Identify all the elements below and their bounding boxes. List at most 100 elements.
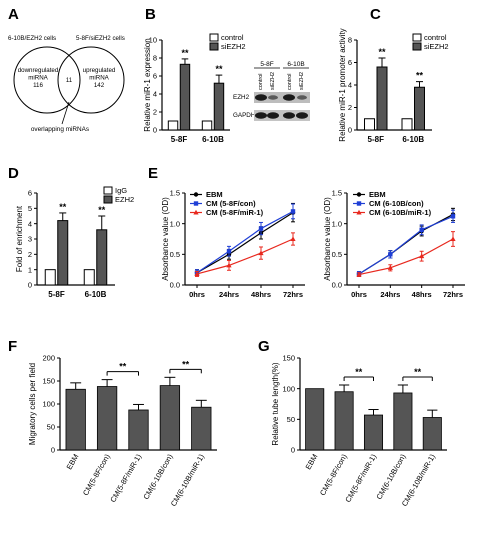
wb-band [283, 112, 295, 119]
marker [356, 271, 362, 277]
panel-letter-a: A [8, 6, 19, 23]
legend-label: CM (6-10B/con) [369, 199, 424, 208]
venn-overlap-count: 11 [66, 78, 73, 84]
y-axis-label: Fold of enrichment [15, 205, 24, 272]
y-axis-label: Relative miR-1 promoter activity [338, 28, 347, 141]
x-tick-label: CM(6-10B/con) [374, 452, 407, 501]
wb-band [255, 94, 267, 101]
bar [179, 63, 191, 131]
x-tick-label: 6-10B [402, 135, 424, 144]
marker [194, 271, 200, 276]
legend-label: IgG [115, 186, 127, 195]
series-line [196, 238, 294, 275]
bar [83, 269, 95, 286]
marker [193, 209, 199, 215]
y-tick-label: 0.0 [170, 281, 180, 290]
bar [334, 391, 354, 451]
venn-overlap-pointer [61, 101, 70, 125]
y-tick-label: 4 [28, 219, 32, 228]
y-tick-label: 50 [47, 423, 55, 432]
y-axis-label: Absorbance value (OD) [161, 197, 170, 281]
y-tick-label: 0.5 [170, 250, 180, 259]
wb-lane-2: siEZH2 [270, 72, 276, 90]
significance-label: ** [182, 359, 190, 369]
y-tick-label: 0 [153, 126, 157, 135]
marker [356, 201, 362, 206]
bar [363, 414, 384, 451]
x-tick-label: 5-8F [171, 135, 188, 144]
bar [364, 118, 375, 131]
wb-cell-line-2: 6-10B [287, 61, 304, 68]
venn-inner-line: downregulated [18, 67, 59, 74]
marker [419, 253, 425, 259]
x-tick-label: 72hrs [443, 290, 463, 299]
legend-label: CM (5-8F/miR-1) [206, 208, 264, 217]
wb-band [268, 95, 278, 100]
panel-letter-g: G [258, 338, 270, 355]
significance-label: ** [215, 64, 223, 74]
y-axis-label: Absorbance value (OD) [323, 197, 332, 281]
venn-inner-line: 116 [33, 82, 43, 89]
bar [96, 386, 118, 451]
venn-left-circle [13, 46, 81, 114]
x-tick-label: CM(5-8F/miR-1) [343, 452, 378, 504]
venn-diagram: 6-10B/EZH2 cells 5-8F/siEZH2 cells downr… [8, 35, 125, 133]
legend-label: control [424, 33, 447, 42]
y-tick-label: 4 [153, 90, 157, 99]
legend-label: siEZH2 [424, 42, 449, 51]
marker [258, 226, 264, 231]
wb-band [283, 94, 295, 101]
bar [65, 388, 86, 451]
wb-lane-4: siEZH2 [299, 72, 305, 90]
y-tick-label: 0 [291, 446, 295, 455]
marker [419, 227, 424, 232]
series-line [358, 215, 454, 275]
y-tick-label: 5 [28, 204, 32, 213]
venn-inner-line: miRNA [89, 75, 109, 82]
marker [387, 265, 393, 270]
y-tick-label: 1.5 [170, 189, 180, 198]
y-tick-label: 4 [348, 81, 352, 90]
wb-band [296, 112, 308, 119]
y-tick-label: 6 [348, 58, 352, 67]
wb-band [297, 95, 307, 100]
legend-label: EZH2 [115, 195, 134, 204]
y-tick-label: 10 [149, 36, 157, 45]
x-tick-label: 48hrs [251, 290, 271, 299]
y-tick-label: 50 [287, 415, 295, 424]
venn-right-label: 5-8F/siEZH2 cells [76, 35, 125, 42]
y-tick-label: 0.5 [332, 250, 342, 259]
legend-swatch [412, 33, 422, 42]
series-line [196, 210, 294, 274]
x-tick-label: 6-10B [202, 135, 224, 144]
significance-label: ** [98, 205, 106, 215]
bar [213, 82, 225, 131]
legend-swatch [103, 186, 113, 195]
y-tick-label: 6 [28, 189, 32, 198]
venn-left-inner: downregulated miRNA 116 [18, 67, 59, 89]
y-axis-label: Relative tube length(%) [271, 362, 280, 445]
wb-row-gapdh: GAPDH [233, 112, 256, 119]
bar [159, 385, 181, 451]
y-tick-label: 0 [28, 281, 32, 290]
x-tick-label: EBM [65, 453, 81, 472]
bar [393, 392, 413, 451]
x-tick-label: 5-8F [48, 290, 65, 299]
marker [258, 250, 264, 256]
western-blot: 5-8F 6-10B control siEZH2 control siEZH2… [233, 61, 310, 121]
significance-label: ** [414, 367, 422, 377]
y-tick-label: 200 [42, 354, 55, 363]
y-axis-label: Relative miR-1 expression [143, 38, 152, 131]
y-tick-label: 100 [282, 384, 295, 393]
y-tick-label: 150 [282, 354, 295, 363]
x-tick-label: 24hrs [219, 290, 239, 299]
bar [376, 66, 388, 131]
y-tick-label: 150 [42, 377, 55, 386]
x-tick-label: 0hrs [189, 290, 205, 299]
marker [193, 201, 199, 206]
marker [388, 252, 393, 257]
legend-swatch [412, 42, 422, 51]
y-tick-label: 1.0 [332, 219, 342, 228]
panel-letter-b: B [145, 6, 156, 23]
legend-label: control [221, 33, 244, 42]
